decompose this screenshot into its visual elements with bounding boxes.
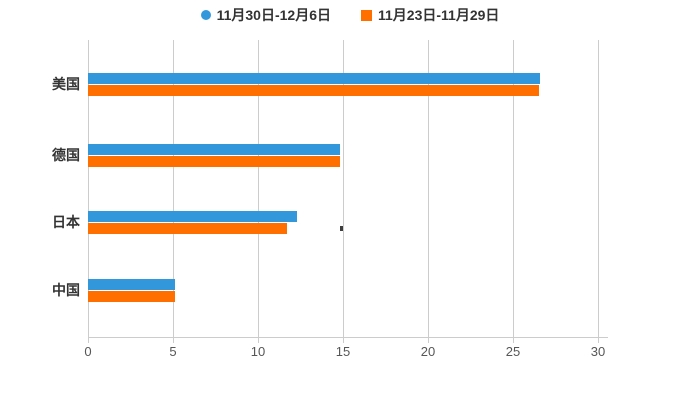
tick-label-x-25: 25 xyxy=(505,344,521,359)
bar-series1-cat2[interactable] xyxy=(88,222,287,234)
tickmark-x-30 xyxy=(598,337,599,343)
bar-series0-cat2[interactable] xyxy=(88,210,298,222)
tick-label-x-5: 5 xyxy=(169,344,177,359)
legend: 11月30日-12月6日 11月23日-11月29日 xyxy=(0,6,700,24)
bar-series0-cat1[interactable] xyxy=(88,143,340,155)
tick-label-x-15: 15 xyxy=(335,344,351,359)
bar-series0-cat0[interactable] xyxy=(88,72,541,84)
category-label-1: 德国 xyxy=(52,147,80,163)
tick-label-x-0: 0 xyxy=(84,344,92,359)
stray-mark xyxy=(340,226,344,231)
series-orange-square-icon xyxy=(361,9,372,21)
legend-label-nov23-nov29: 11月23日-11月29日 xyxy=(378,7,500,23)
bar-series1-cat3[interactable] xyxy=(88,290,175,302)
legend-label-nov30-dec6: 11月30日-12月6日 xyxy=(216,7,331,23)
tickmark-x-0 xyxy=(88,337,89,343)
tickmark-x-25 xyxy=(513,337,514,343)
x-axis-line xyxy=(88,337,608,338)
bar-series1-cat1[interactable] xyxy=(88,155,340,167)
category-label-2: 日本 xyxy=(52,214,80,230)
gridline-x-15 xyxy=(343,40,344,337)
series-blue-dot-icon xyxy=(200,10,211,20)
tick-label-x-30: 30 xyxy=(590,344,606,359)
tickmark-x-20 xyxy=(428,337,429,343)
tickmark-x-15 xyxy=(343,337,344,343)
category-label-0: 美国 xyxy=(52,76,80,92)
gridline-x-20 xyxy=(428,40,429,337)
tickmark-x-10 xyxy=(258,337,259,343)
bar-series1-cat0[interactable] xyxy=(88,84,539,96)
gridline-x-25 xyxy=(513,40,514,337)
legend-item-nov23-nov29[interactable]: 11月23日-11月29日 xyxy=(361,6,499,24)
gridline-x-5 xyxy=(173,40,174,337)
legend-item-nov30-dec6[interactable]: 11月30日-12月6日 xyxy=(200,6,331,24)
gridline-x-0 xyxy=(88,40,89,337)
gridline-x-30 xyxy=(598,40,599,337)
tickmark-x-5 xyxy=(173,337,174,343)
gridline-x-10 xyxy=(258,40,259,337)
bar-series0-cat3[interactable] xyxy=(88,278,175,290)
tick-label-x-10: 10 xyxy=(250,344,266,359)
tick-label-x-20: 20 xyxy=(420,344,436,359)
category-label-3: 中国 xyxy=(52,282,80,298)
